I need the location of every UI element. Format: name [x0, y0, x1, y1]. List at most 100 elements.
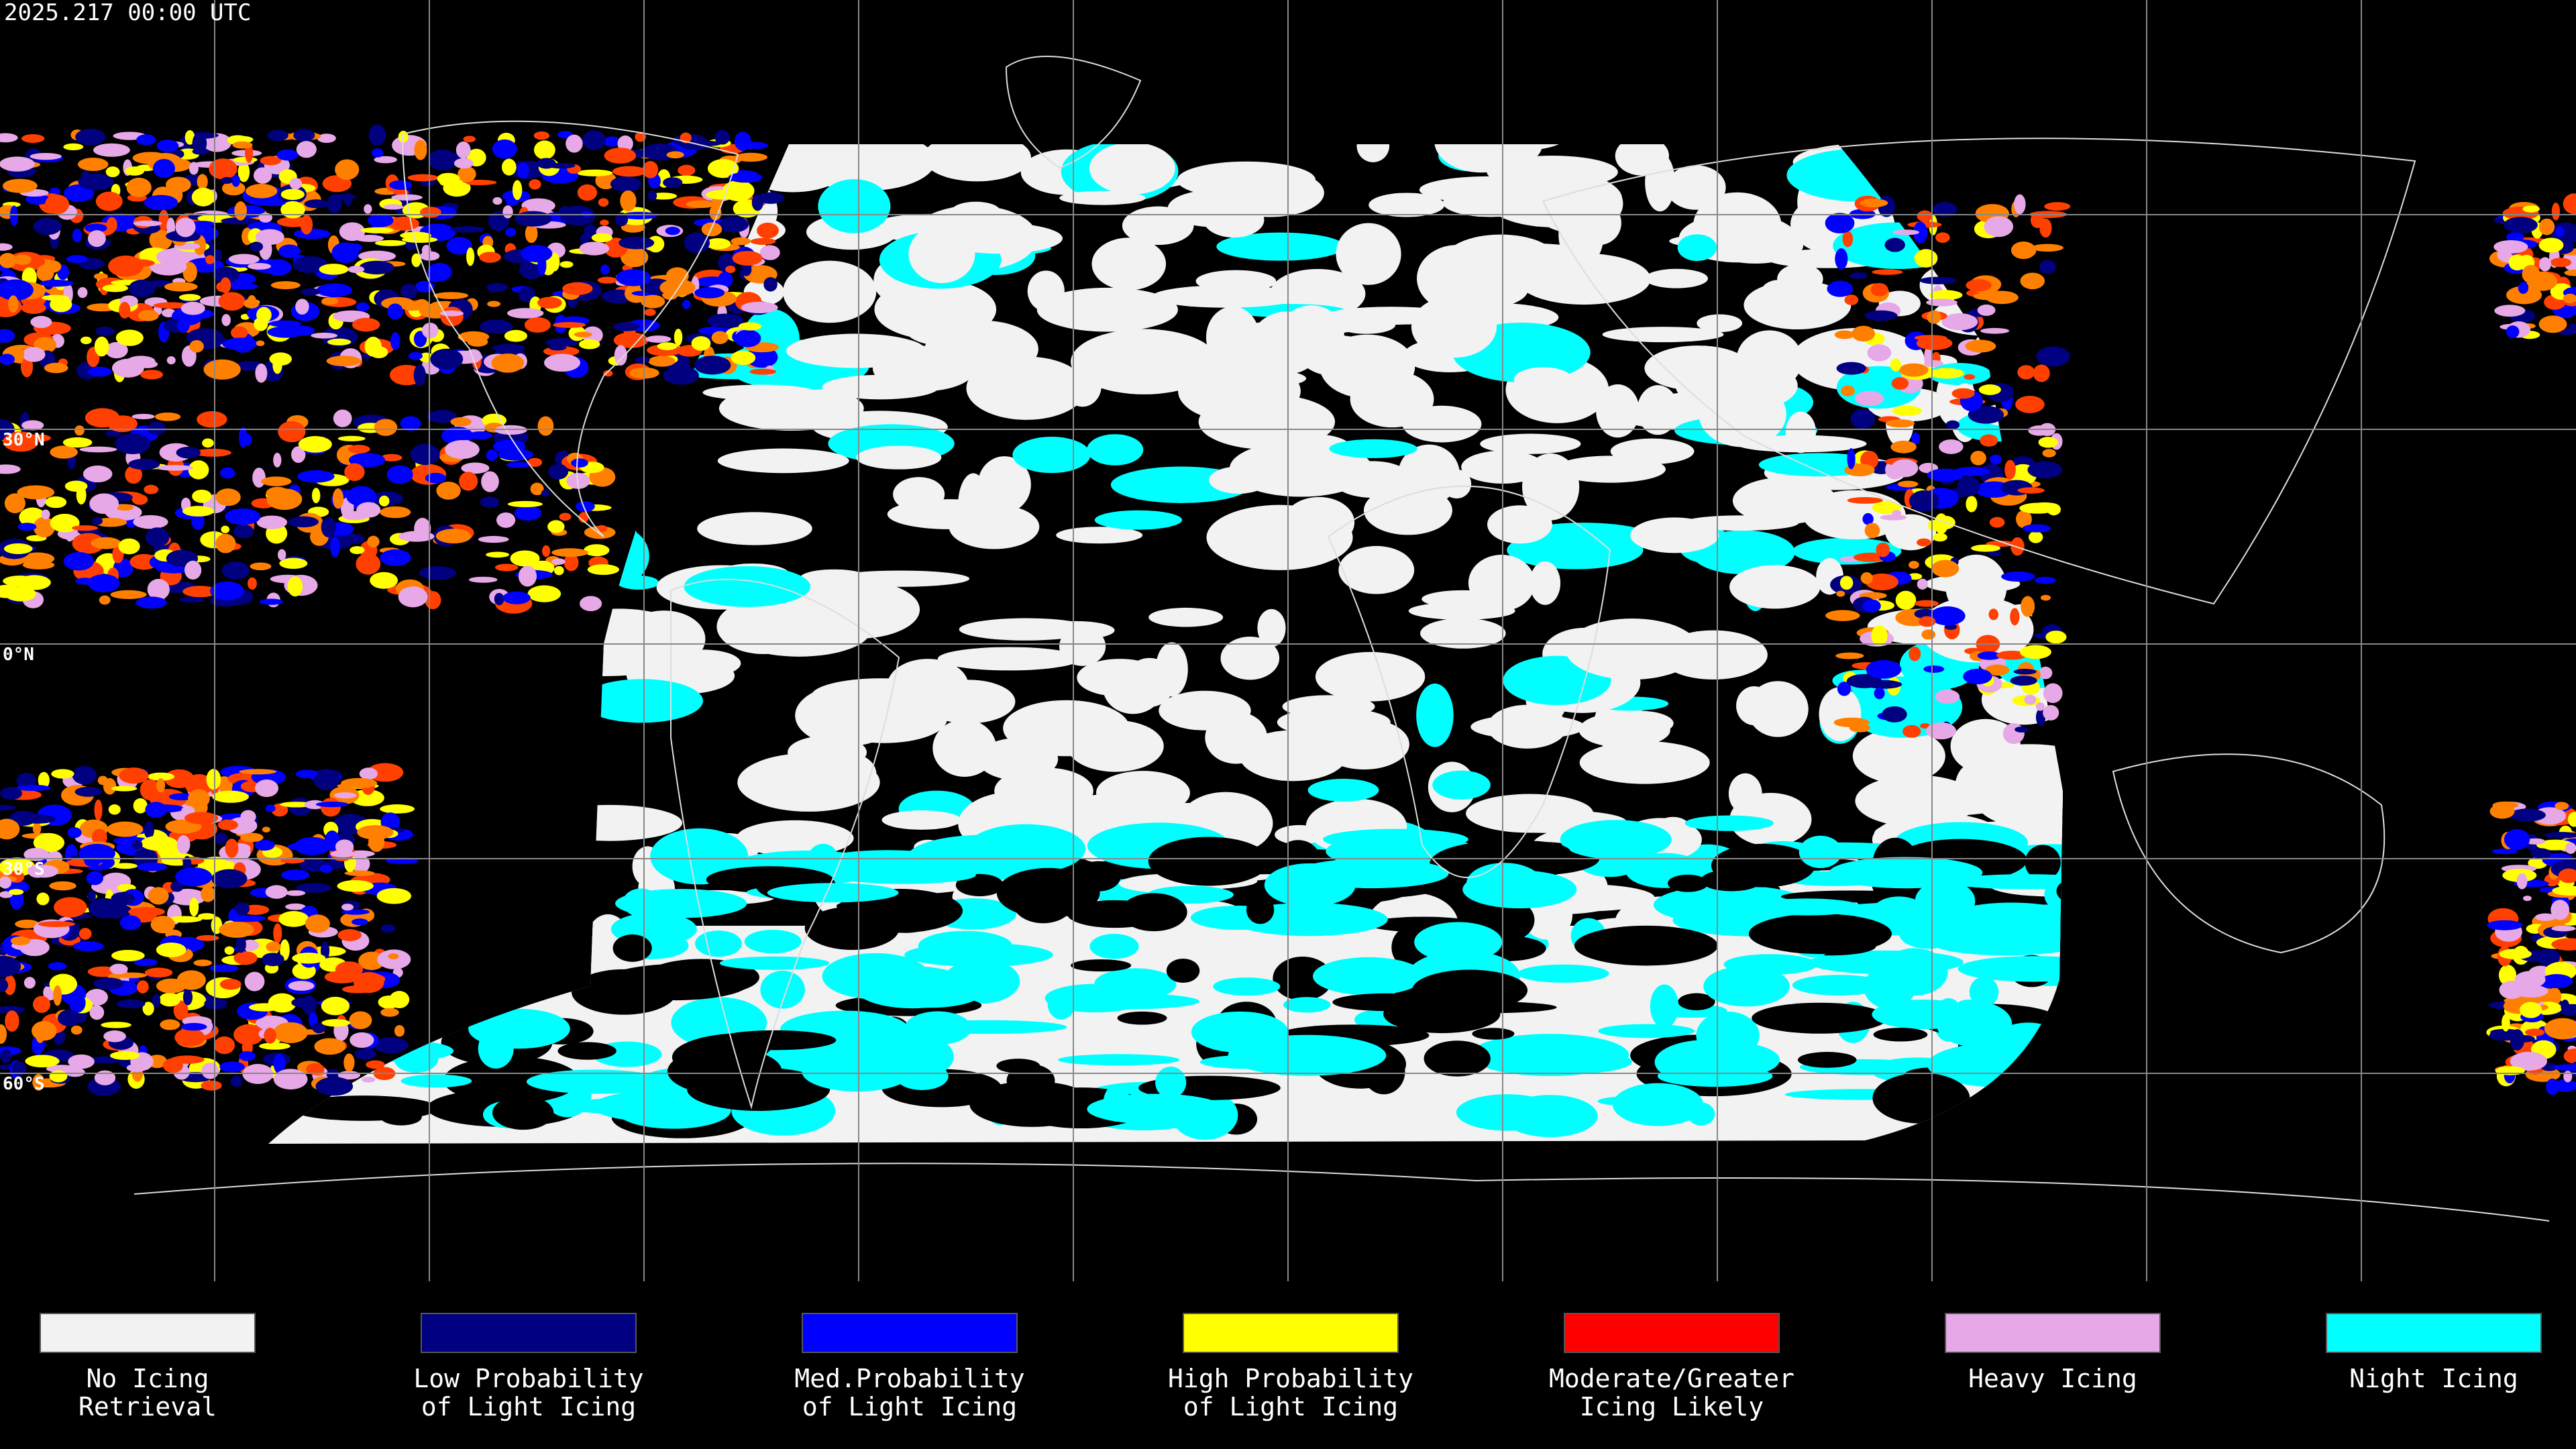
- icing-patch: [45, 496, 67, 508]
- night-cloud: [615, 889, 747, 918]
- icing-patch: [201, 885, 215, 902]
- icing-patch: [190, 221, 215, 227]
- night-cloud: [400, 1074, 472, 1088]
- icing-patch: [1929, 368, 1964, 379]
- icing-patch: [140, 835, 178, 851]
- icing-patch: [478, 535, 509, 543]
- icing-patch: [1989, 517, 2005, 528]
- icing-patch: [175, 217, 196, 237]
- icing-patch: [278, 244, 301, 258]
- night-cloud: [1504, 1049, 1632, 1075]
- icing-patch: [740, 142, 769, 150]
- icing-patch: [1990, 454, 2002, 465]
- icing-patch: [352, 317, 380, 332]
- icing-patch: [576, 500, 595, 512]
- cloud: [1036, 287, 1178, 332]
- icing-patch: [355, 973, 386, 985]
- icing-patch: [507, 500, 543, 508]
- icing-patch: [156, 778, 166, 793]
- icing-patch: [297, 470, 335, 483]
- icing-patch: [115, 972, 148, 979]
- icing-patch: [2504, 217, 2538, 233]
- icing-patch: [738, 322, 762, 331]
- icing-patch: [105, 430, 121, 437]
- icing-patch: [144, 967, 173, 978]
- legend-label: Heavy Icing: [1968, 1364, 2137, 1393]
- icing-patch: [527, 458, 543, 467]
- icing-patch: [192, 489, 212, 503]
- icing-patch: [519, 286, 536, 303]
- icing-patch: [425, 472, 447, 484]
- cloud: [702, 384, 817, 400]
- icing-patch: [116, 504, 134, 511]
- icing-patch: [248, 1003, 281, 1012]
- icing-patch: [1842, 231, 1854, 248]
- night-cloud: [1650, 984, 1679, 1028]
- icing-patch: [402, 303, 422, 311]
- icing-patch: [597, 276, 618, 284]
- icing-patch: [196, 934, 219, 941]
- icing-patch: [707, 159, 739, 178]
- cloud: [1220, 637, 1280, 680]
- icing-patch: [0, 955, 21, 977]
- icing-patch: [759, 245, 780, 260]
- icing-patch: [111, 786, 138, 792]
- icing-patch: [269, 352, 292, 366]
- icing-patch: [260, 156, 282, 166]
- icing-patch: [244, 298, 260, 309]
- icing-patch: [1909, 561, 1919, 569]
- icing-patch: [78, 173, 114, 191]
- icing-patch: [2522, 264, 2540, 284]
- geo-disk: [268, 144, 2063, 1144]
- icing-patch: [2544, 1018, 2576, 1040]
- cloud: [818, 179, 891, 233]
- icing-patch: [1923, 665, 1945, 673]
- icing-patch: [230, 1075, 243, 1087]
- icing-patch: [289, 178, 303, 190]
- icing-patch: [530, 482, 544, 496]
- icing-patch: [2519, 1002, 2542, 1018]
- icing-patch: [587, 564, 620, 575]
- icing-patch: [333, 409, 352, 427]
- cloud: [1442, 469, 1472, 499]
- icing-patch: [64, 480, 88, 492]
- cloud: [1615, 144, 1669, 176]
- icing-patch: [380, 804, 415, 814]
- icing-patch: [612, 322, 640, 331]
- icing-patch: [459, 472, 478, 491]
- icing-patch: [514, 505, 542, 521]
- icing-patch: [321, 996, 350, 1016]
- icing-patch: [219, 979, 241, 990]
- icing-patch: [15, 919, 40, 928]
- icing-patch: [2017, 365, 2035, 380]
- icing-patch: [372, 148, 384, 158]
- icing-patch: [30, 315, 52, 329]
- cloud: [1644, 268, 1708, 288]
- icing-patch: [341, 904, 354, 911]
- night-cloud: [1148, 837, 1270, 886]
- icing-patch: [386, 465, 413, 484]
- icing-patch: [1939, 439, 1964, 454]
- icing-patch: [1836, 590, 1845, 597]
- legend-label: of Light Icing: [421, 1392, 636, 1421]
- icing-patch: [374, 239, 407, 246]
- icing-patch: [2551, 925, 2576, 932]
- icing-patch: [70, 1025, 83, 1035]
- cloud: [1063, 364, 1102, 407]
- icing-patch: [2530, 848, 2552, 859]
- icing-patch: [1935, 232, 1950, 243]
- icing-patch: [493, 439, 526, 453]
- icing-patch: [388, 216, 419, 231]
- icing-patch: [1866, 659, 1902, 679]
- icing-patch: [17, 485, 55, 500]
- icing-patch: [2013, 669, 2037, 675]
- icing-patch: [0, 1049, 12, 1063]
- icing-patch: [374, 1037, 409, 1054]
- icing-patch: [180, 1022, 207, 1031]
- icing-patch: [419, 566, 457, 580]
- icing-patch: [88, 898, 121, 919]
- icing-patch: [578, 512, 589, 523]
- icing-patch: [213, 1036, 235, 1055]
- icing-patch: [287, 576, 303, 597]
